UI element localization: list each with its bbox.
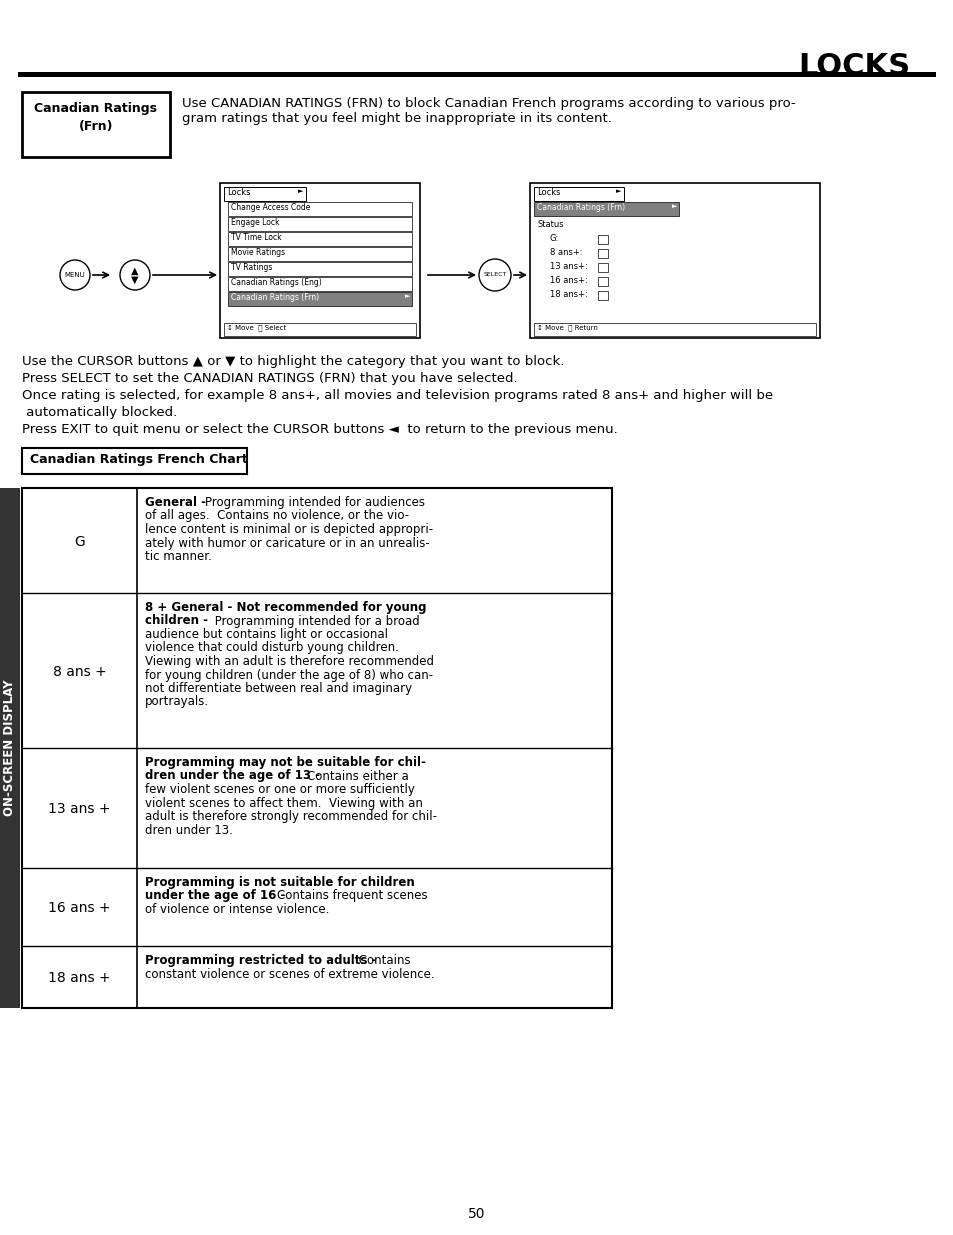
Text: ↕ Move  Ⓢ Return: ↕ Move Ⓢ Return bbox=[537, 324, 598, 331]
Bar bbox=[224, 186, 306, 201]
Text: Once rating is selected, for example 8 ans+, all movies and television programs : Once rating is selected, for example 8 a… bbox=[22, 389, 772, 403]
Text: Change Access Code: Change Access Code bbox=[231, 203, 310, 212]
Text: Locks: Locks bbox=[227, 188, 251, 198]
Text: not differentiate between real and imaginary: not differentiate between real and imagi… bbox=[145, 682, 412, 695]
Text: G: G bbox=[74, 535, 85, 548]
Bar bbox=[224, 324, 416, 336]
Text: ►: ► bbox=[616, 188, 620, 194]
Text: Engage Lock: Engage Lock bbox=[231, 219, 279, 227]
Text: Canadian Ratings: Canadian Ratings bbox=[34, 103, 157, 115]
Text: ►: ► bbox=[405, 293, 410, 299]
Text: Canadian Ratings (Frn): Canadian Ratings (Frn) bbox=[537, 203, 624, 212]
Bar bbox=[18, 72, 935, 77]
Bar bbox=[530, 183, 820, 338]
Text: SELECT: SELECT bbox=[483, 273, 506, 278]
Text: dren under the age of 13 -: dren under the age of 13 - bbox=[145, 769, 324, 783]
Text: Contains either a: Contains either a bbox=[307, 769, 408, 783]
Text: 18 ans+:: 18 ans+: bbox=[550, 290, 587, 299]
Bar bbox=[228, 247, 412, 261]
Text: children -: children - bbox=[145, 615, 212, 627]
Text: TV Time Lock: TV Time Lock bbox=[231, 233, 281, 242]
Text: Canadian Ratings (Frn): Canadian Ratings (Frn) bbox=[231, 293, 319, 303]
Text: Programming intended for a broad: Programming intended for a broad bbox=[211, 615, 419, 627]
Text: Press SELECT to set the CANADIAN RATINGS (FRN) that you have selected.: Press SELECT to set the CANADIAN RATINGS… bbox=[22, 372, 517, 385]
Text: Canadian Ratings French Chart: Canadian Ratings French Chart bbox=[30, 453, 248, 466]
Text: few violent scenes or one or more sufficiently: few violent scenes or one or more suffic… bbox=[145, 783, 415, 797]
Text: 8 + General - Not recommended for young: 8 + General - Not recommended for young bbox=[145, 601, 426, 614]
Text: violence that could disturb young children.: violence that could disturb young childr… bbox=[145, 641, 398, 655]
Text: ON-SCREEN DISPLAY: ON-SCREEN DISPLAY bbox=[4, 679, 16, 816]
Bar bbox=[22, 91, 170, 157]
Bar bbox=[534, 186, 623, 201]
Text: LOCKS: LOCKS bbox=[797, 52, 909, 82]
Text: audience but contains light or occasional: audience but contains light or occasiona… bbox=[145, 629, 388, 641]
Bar bbox=[598, 263, 607, 272]
Bar bbox=[598, 291, 607, 300]
Bar bbox=[598, 235, 607, 245]
Circle shape bbox=[478, 259, 511, 291]
Bar bbox=[220, 183, 419, 338]
Text: MENU: MENU bbox=[65, 272, 85, 278]
Text: 8 ans+:: 8 ans+: bbox=[550, 248, 582, 257]
Text: G:: G: bbox=[550, 233, 558, 243]
Text: ▲: ▲ bbox=[132, 266, 138, 275]
Text: Use the CURSOR buttons ▲ or ▼ to highlight the category that you want to block.: Use the CURSOR buttons ▲ or ▼ to highlig… bbox=[22, 354, 564, 368]
Text: Status: Status bbox=[537, 220, 564, 228]
Text: dren under 13.: dren under 13. bbox=[145, 824, 233, 836]
Text: adult is therefore strongly recommended for chil-: adult is therefore strongly recommended … bbox=[145, 810, 436, 823]
Text: Viewing with an adult is therefore recommended: Viewing with an adult is therefore recom… bbox=[145, 655, 434, 668]
Text: General -: General - bbox=[145, 496, 210, 509]
Text: 8 ans +: 8 ans + bbox=[52, 664, 107, 678]
Text: TV Ratings: TV Ratings bbox=[231, 263, 273, 272]
Text: 13 ans +: 13 ans + bbox=[49, 802, 111, 816]
Text: Programming intended for audiences: Programming intended for audiences bbox=[205, 496, 424, 509]
Bar bbox=[228, 262, 412, 275]
Bar bbox=[0, 488, 20, 1008]
Text: 50: 50 bbox=[468, 1207, 485, 1221]
Text: ▼: ▼ bbox=[132, 275, 138, 285]
Bar bbox=[228, 291, 412, 306]
Text: violent scenes to affect them.  Viewing with an: violent scenes to affect them. Viewing w… bbox=[145, 797, 422, 809]
Text: tic manner.: tic manner. bbox=[145, 550, 212, 563]
Text: 13 ans+:: 13 ans+: bbox=[550, 262, 587, 270]
Text: of violence or intense violence.: of violence or intense violence. bbox=[145, 903, 329, 916]
Bar bbox=[598, 249, 607, 258]
Text: for young children (under the age of 8) who can-: for young children (under the age of 8) … bbox=[145, 668, 433, 682]
Text: ately with humor or caricature or in an unrealis-: ately with humor or caricature or in an … bbox=[145, 536, 429, 550]
Text: Contains: Contains bbox=[355, 953, 410, 967]
Text: Contains frequent scenes: Contains frequent scenes bbox=[276, 889, 427, 903]
Text: Locks: Locks bbox=[537, 188, 560, 198]
Bar bbox=[598, 277, 607, 287]
Bar bbox=[22, 448, 247, 474]
Text: lence content is minimal or is depicted appropri-: lence content is minimal or is depicted … bbox=[145, 522, 433, 536]
Text: portrayals.: portrayals. bbox=[145, 695, 209, 709]
Circle shape bbox=[120, 261, 150, 290]
Bar bbox=[534, 324, 815, 336]
Text: Canadian Ratings (Eng): Canadian Ratings (Eng) bbox=[231, 278, 321, 287]
Bar bbox=[228, 217, 412, 231]
Text: 18 ans +: 18 ans + bbox=[49, 971, 111, 986]
Text: Press EXIT to quit menu or select the CURSOR buttons ◄  to return to the previou: Press EXIT to quit menu or select the CU… bbox=[22, 424, 618, 436]
Text: automatically blocked.: automatically blocked. bbox=[22, 406, 177, 419]
Text: constant violence or scenes of extreme violence.: constant violence or scenes of extreme v… bbox=[145, 967, 435, 981]
Text: 16 ans +: 16 ans + bbox=[49, 902, 111, 915]
Text: (Frn): (Frn) bbox=[79, 120, 113, 133]
Bar bbox=[22, 488, 612, 1008]
Text: under the age of 16 -: under the age of 16 - bbox=[145, 889, 289, 903]
Text: Movie Ratings: Movie Ratings bbox=[231, 248, 285, 257]
Text: Programming is not suitable for children: Programming is not suitable for children bbox=[145, 876, 415, 889]
Bar bbox=[228, 277, 412, 291]
Text: Programming may not be suitable for chil-: Programming may not be suitable for chil… bbox=[145, 756, 425, 769]
Text: ►: ► bbox=[297, 188, 303, 194]
Text: ↕ Move  Ⓢ Select: ↕ Move Ⓢ Select bbox=[227, 324, 286, 331]
Text: Use CANADIAN RATINGS (FRN) to block Canadian French programs according to variou: Use CANADIAN RATINGS (FRN) to block Cana… bbox=[182, 98, 795, 125]
Text: Programming restricted to adults -: Programming restricted to adults - bbox=[145, 953, 380, 967]
Bar bbox=[228, 232, 412, 246]
Bar bbox=[228, 203, 412, 216]
Text: 16 ans+:: 16 ans+: bbox=[550, 275, 587, 285]
Circle shape bbox=[60, 261, 90, 290]
Text: ►: ► bbox=[671, 203, 677, 209]
Bar bbox=[534, 203, 679, 216]
Text: of all ages.  Contains no violence, or the vio-: of all ages. Contains no violence, or th… bbox=[145, 510, 409, 522]
